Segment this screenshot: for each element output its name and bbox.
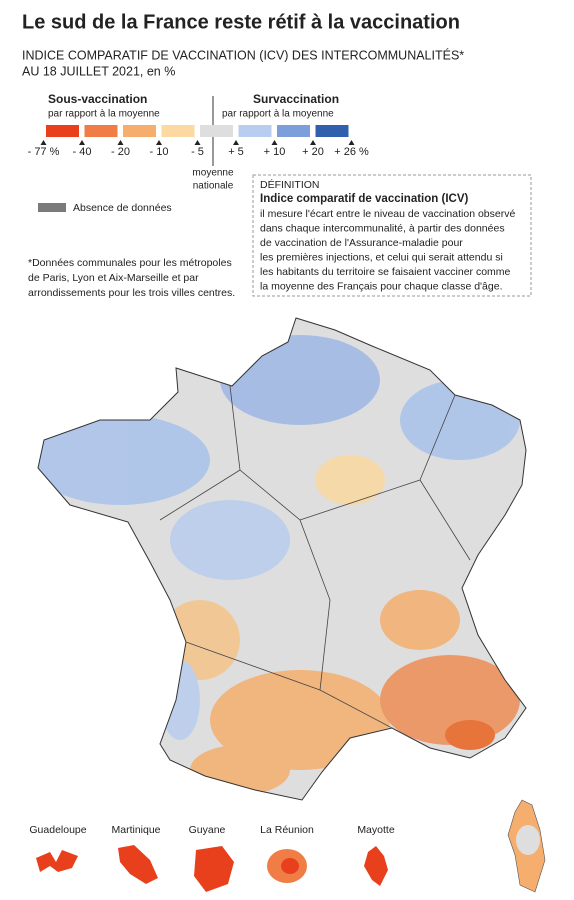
legend-tick — [194, 140, 201, 145]
no-data-label: Absence de données — [73, 202, 172, 214]
definition-line: la moyenne des Français pour chaque clas… — [260, 280, 502, 292]
legend-label: Sous-vaccination — [48, 92, 147, 106]
legend-tick — [79, 140, 85, 145]
legend-sublabel: par rapport à la moyenne — [222, 109, 334, 120]
definition-line: il mesure l'écart entre le niveau de vac… — [260, 208, 515, 220]
definition-line: dans chaque intercommunalité, à partir d… — [260, 222, 505, 234]
legend-tick — [156, 140, 162, 145]
legend-tick — [117, 140, 124, 145]
corsica-border — [507, 799, 546, 893]
subtitle: AU 18 JUILLET 2021, en % — [22, 64, 175, 78]
definition-line: les habitants du territoire se faisaient… — [260, 266, 511, 278]
overseas-label: Guadeloupe — [29, 824, 86, 836]
legend-swatch — [238, 125, 272, 137]
legend-tick-label: - 5 — [191, 146, 204, 158]
legend-tick — [271, 140, 278, 145]
legend-sublabel: par rapport à la moyenne — [48, 109, 160, 120]
guadeloupe — [36, 850, 78, 872]
legend-scale: - 77 % - 40 - 20 - 10 - 5 + 5 + 10 + 20 + 26 % — [28, 125, 369, 158]
definition-line: de vaccination de l'Assurance-maladie po… — [260, 237, 463, 249]
legend-tick — [310, 140, 316, 145]
reunion-center — [281, 858, 299, 874]
overseas-label: Martinique — [111, 824, 160, 836]
legend-tick-label: + 26 % — [334, 146, 369, 158]
definition-body: il mesure l'écart entre le niveau de vac… — [260, 208, 515, 293]
legend-swatch — [161, 125, 195, 137]
legend-tick — [40, 140, 47, 145]
legend-swatch — [277, 125, 310, 137]
subtitle: INDICE COMPARATIF DE VACCINATION (ICV) D… — [22, 47, 464, 62]
definition-heading: DÉFINITION — [260, 178, 320, 191]
average-label: moyenne — [192, 168, 234, 179]
region-borders — [159, 385, 471, 749]
legend-tick-label: - 40 — [73, 146, 92, 158]
martinique — [118, 845, 158, 884]
legend-tick — [233, 140, 239, 145]
overseas-label: La Réunion — [260, 824, 314, 836]
legend-swatch — [84, 125, 118, 137]
footnote: *Données communales pour les métropoles — [28, 257, 232, 269]
definition-title: Indice comparatif de vaccination (ICV) — [260, 193, 468, 205]
overseas-label: Mayotte — [357, 824, 395, 836]
legend-tick-label: - 10 — [150, 146, 169, 158]
definition-line: les premières injections, et celui qui s… — [260, 251, 503, 263]
title: Le sud de la France reste rétif à la vac… — [22, 11, 460, 33]
legend-swatch — [200, 125, 233, 137]
legend-swatch — [123, 125, 156, 137]
legend-swatch — [46, 125, 79, 137]
legend-tick — [348, 140, 355, 145]
map — [38, 318, 526, 800]
legend-swatch — [315, 125, 349, 137]
guyane — [194, 846, 234, 892]
legend-tick-label: + 10 — [264, 146, 286, 158]
legend-label: Survaccination — [253, 92, 339, 106]
average-label: nationale — [193, 181, 234, 192]
legend-tick-label: - 77 % — [28, 146, 60, 158]
legend-tick-label: - 20 — [111, 146, 130, 158]
legend-tick-label: + 5 — [228, 146, 244, 158]
legend-tick-label: + 20 — [302, 146, 324, 158]
no-data-swatch — [38, 203, 66, 212]
definition-box — [252, 174, 532, 297]
overseas-label: Guyane — [189, 824, 226, 836]
footnote: de Paris, Lyon et Aix-Marseille et par — [28, 272, 199, 284]
map-border — [37, 317, 527, 801]
footnote: arrondissements pour les trois villes ce… — [28, 287, 235, 299]
mayotte — [364, 846, 388, 886]
